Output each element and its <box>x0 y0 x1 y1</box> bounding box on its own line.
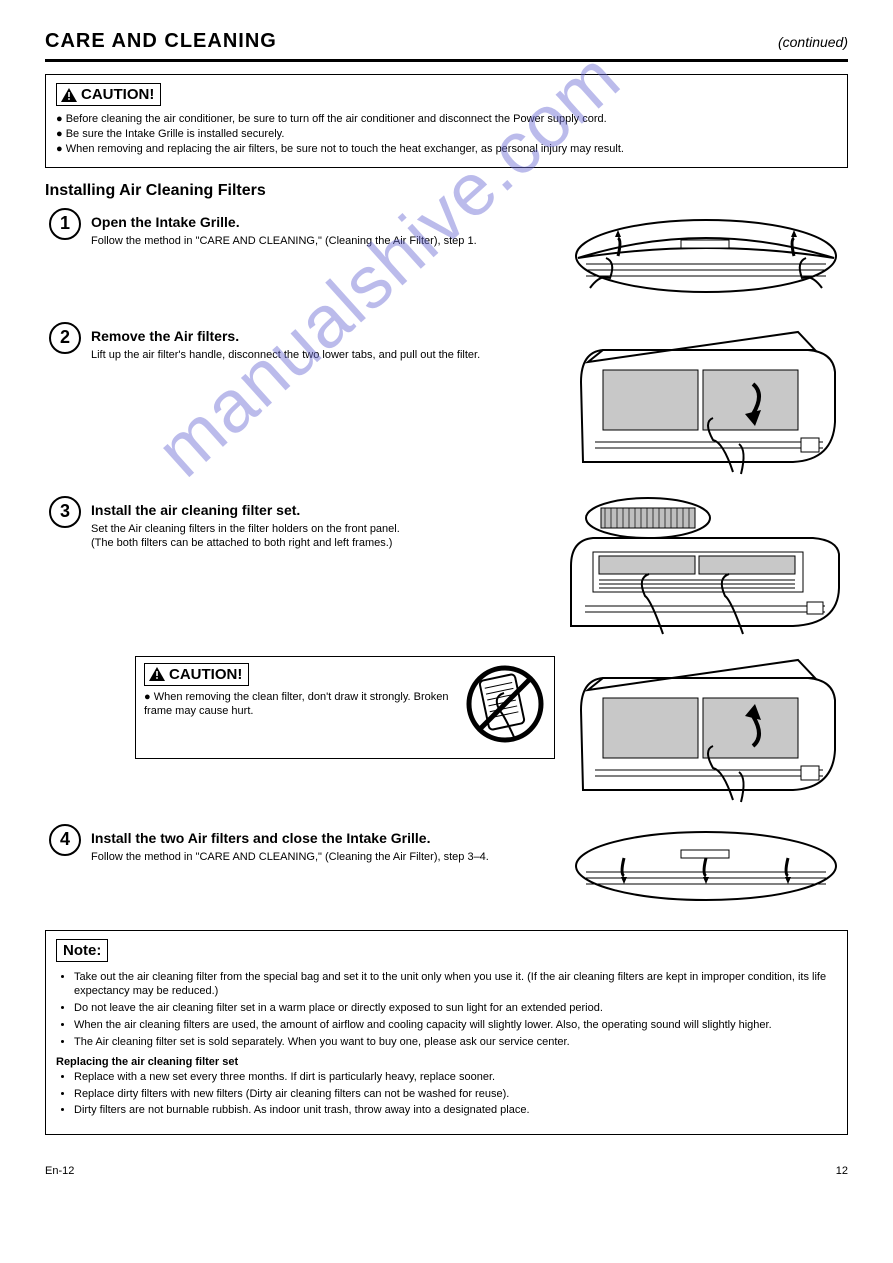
step-desc: Follow the method in "CARE AND CLEANING,… <box>91 234 557 249</box>
step-number: 1 <box>49 208 81 240</box>
caution-line: ● Be sure the Intake Grille is installed… <box>56 127 837 142</box>
section-heading: Installing Air Cleaning Filters <box>45 182 848 200</box>
caution-line: ● Before cleaning the air conditioner, b… <box>56 112 837 127</box>
step-row: 4 Install the two Air filters and close … <box>45 824 848 914</box>
warning-icon <box>149 667 165 681</box>
step-row: 3 Install the air cleaning filter set. S… <box>45 496 848 636</box>
illustration-open-grille <box>563 208 848 308</box>
step-row: 2 Remove the Air filters. Lift up the ai… <box>45 322 848 482</box>
warning-icon <box>61 88 77 102</box>
note-subheading: Replacing the air cleaning filter set <box>56 1056 837 1068</box>
step-title: Install the two Air filters and close th… <box>91 830 557 846</box>
step-desc: Set the Air cleaning filters in the filt… <box>91 522 557 552</box>
note-item: Replace with a new set every three month… <box>74 1070 837 1085</box>
caution-line: ● When removing and replacing the air fi… <box>56 142 837 157</box>
inline-caution-box: CAUTION! ● When removing the clean filte… <box>135 656 555 759</box>
note-item: The Air cleaning filter set is sold sepa… <box>74 1035 837 1050</box>
caution-label: CAUTION! <box>81 86 154 103</box>
illustration-remove-filters <box>563 322 848 482</box>
step-desc: Lift up the air filter's handle, disconn… <box>91 348 557 363</box>
step-row: 1 Open the Intake Grille. Follow the met… <box>45 208 848 308</box>
step-title: Install the air cleaning filter set. <box>91 502 557 518</box>
step-title: Remove the Air filters. <box>91 328 557 344</box>
note-item: When the air cleaning filters are used, … <box>74 1018 837 1033</box>
footer-right: 12 <box>836 1165 848 1177</box>
illustration-close-grille <box>563 824 848 914</box>
step-row-caution: CAUTION! ● When removing the clean filte… <box>45 650 848 810</box>
title-rule <box>45 59 848 62</box>
inline-caution-text: ● When removing the clean filter, don't … <box>144 690 456 719</box>
step-desc: Follow the method in "CARE AND CLEANING,… <box>91 850 557 865</box>
note-item: Dirty filters are not burnable rubbish. … <box>74 1103 837 1118</box>
note-badge: Note: <box>56 939 108 962</box>
note-item: Take out the air cleaning filter from th… <box>74 970 837 1000</box>
page-title: CARE AND CLEANING <box>45 30 277 53</box>
footer: En-12 12 <box>45 1165 848 1177</box>
step-number: 2 <box>49 322 81 354</box>
step-title: Open the Intake Grille. <box>91 214 557 230</box>
step-number: 3 <box>49 496 81 528</box>
prohibit-icon <box>464 663 546 750</box>
illustration-install-clean-filter <box>563 496 848 636</box>
page-subtitle: (continued) <box>778 34 848 50</box>
step-number: 4 <box>49 824 81 856</box>
inline-caution-label: CAUTION! <box>169 666 242 683</box>
caution-box: CAUTION! ● Before cleaning the air condi… <box>45 74 848 168</box>
note-item: Replace dirty filters with new filters (… <box>74 1087 837 1102</box>
caution-badge: CAUTION! <box>56 83 161 106</box>
illustration-replace-filters <box>563 650 848 810</box>
note-box: Note: Take out the air cleaning filter f… <box>45 930 848 1136</box>
footer-left: En-12 <box>45 1165 74 1177</box>
note-item: Do not leave the air cleaning filter set… <box>74 1001 837 1016</box>
inline-caution-badge: CAUTION! <box>144 663 249 686</box>
